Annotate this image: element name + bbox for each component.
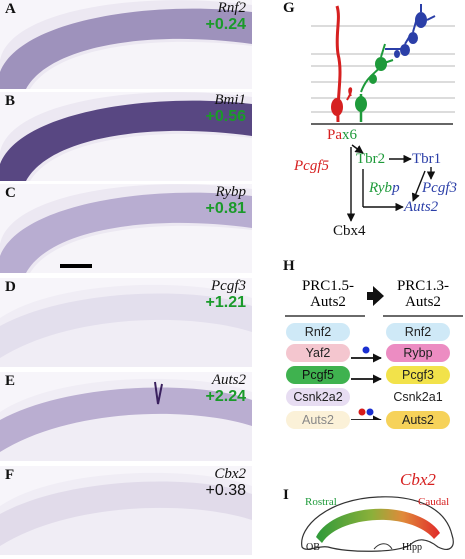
- ish-section-image: [0, 0, 252, 89]
- brain-gradient-schematic: [301, 496, 454, 552]
- correlation-score: +0.38: [205, 482, 246, 499]
- ish-panel-e: E Auts2 +2.24: [0, 372, 252, 461]
- pax6-part-red: Pa: [327, 127, 342, 143]
- correlation-score: +2.24: [205, 388, 246, 405]
- prc15-subunit: Auts2: [286, 411, 350, 429]
- panel-label-a: A: [5, 1, 16, 17]
- gene-name: Cbx2: [214, 466, 246, 482]
- prc15-title-line2: Auts2: [310, 294, 346, 310]
- cbx2-gene-label: Cbx2: [400, 470, 436, 489]
- panel-label-e: E: [5, 373, 16, 389]
- gene-name: Pcgf3: [211, 278, 246, 294]
- rostral-label: Rostral: [305, 496, 337, 508]
- ish-section-image: [0, 284, 252, 367]
- prc15-title: PRC1.5- Auts2: [290, 278, 366, 310]
- prc15-subunit: Rnf2: [286, 323, 350, 341]
- gene-name: Rybp: [215, 184, 246, 200]
- ish-section-image: [0, 378, 252, 461]
- prc15-subunit: Pcgf5: [286, 366, 350, 384]
- panel-label-i: I: [283, 487, 289, 503]
- gene-name: Auts2: [211, 372, 246, 388]
- caudal-label: Caudal: [418, 496, 450, 508]
- ish-panel-a: A Rnf2 +0.24: [0, 0, 252, 89]
- gene-name: Rnf2: [217, 0, 246, 16]
- pcgf3-label: Pcgf3: [422, 180, 457, 196]
- prc15-title-line1: PRC1.5-: [301, 278, 355, 294]
- tbr2-label: Tbr2: [356, 151, 386, 167]
- auts2-label: Auts2: [404, 199, 439, 215]
- prc13-subunit: Csnk2a1: [386, 388, 450, 406]
- panel-label-b: B: [5, 93, 16, 109]
- lineage-arrows: [346, 144, 436, 222]
- correlation-score: +1.21: [205, 294, 246, 311]
- panel-label-f: F: [5, 467, 15, 483]
- panel-label-d: D: [5, 279, 16, 295]
- ish-panel-b: B Bmi1 +0.56: [0, 92, 252, 181]
- ish-panel-f: F Cbx2 +0.38: [0, 466, 252, 555]
- prc13-subunit: Rybp: [386, 344, 450, 362]
- ish-section-image: [0, 472, 252, 555]
- panel-label-c: C: [5, 185, 16, 201]
- hipp-label: Hipp: [402, 542, 422, 553]
- prc13-subunit: Pcgf3: [386, 366, 450, 384]
- pax6-part-green: x6: [342, 127, 357, 143]
- ish-panel-c: C Rybp +0.81: [0, 184, 252, 273]
- rybp-part-blue: p: [392, 180, 400, 196]
- pax6-label: Pax6: [327, 127, 357, 144]
- rybp-label: Rybp: [369, 180, 400, 197]
- prc13-subunit: Auts2: [386, 411, 450, 429]
- ish-section-image: [0, 184, 252, 273]
- ish-panel-d: D Pcgf3 +1.21: [0, 278, 252, 367]
- prc13-title-line2: Auts2: [405, 294, 441, 310]
- ish-section-image: [0, 92, 252, 181]
- prc13-title-line1: PRC1.3-: [396, 278, 450, 294]
- cortex-layer-diagram: [311, 4, 455, 125]
- prc13-title: PRC1.3- Auts2: [385, 278, 461, 310]
- pcgf5-label: Pcgf5: [294, 158, 329, 174]
- gene-name: Bmi1: [214, 92, 246, 108]
- prc15-subunit: Yaf2: [286, 344, 350, 362]
- rybp-part-green: Ryb: [369, 180, 393, 196]
- prc-transition-arrows: [285, 286, 463, 420]
- ob-label: OB: [306, 542, 320, 553]
- panel-label-g: G: [283, 0, 295, 16]
- correlation-score: +0.24: [205, 16, 246, 33]
- cbx4-label: Cbx4: [333, 223, 366, 239]
- correlation-score: +0.81: [205, 200, 246, 217]
- correlation-score: +0.56: [205, 108, 246, 125]
- prc15-subunit: Csnk2a2: [286, 388, 350, 406]
- tbr1-label: Tbr1: [412, 151, 442, 167]
- panel-label-h: H: [283, 258, 295, 274]
- prc13-subunit: Rnf2: [386, 323, 450, 341]
